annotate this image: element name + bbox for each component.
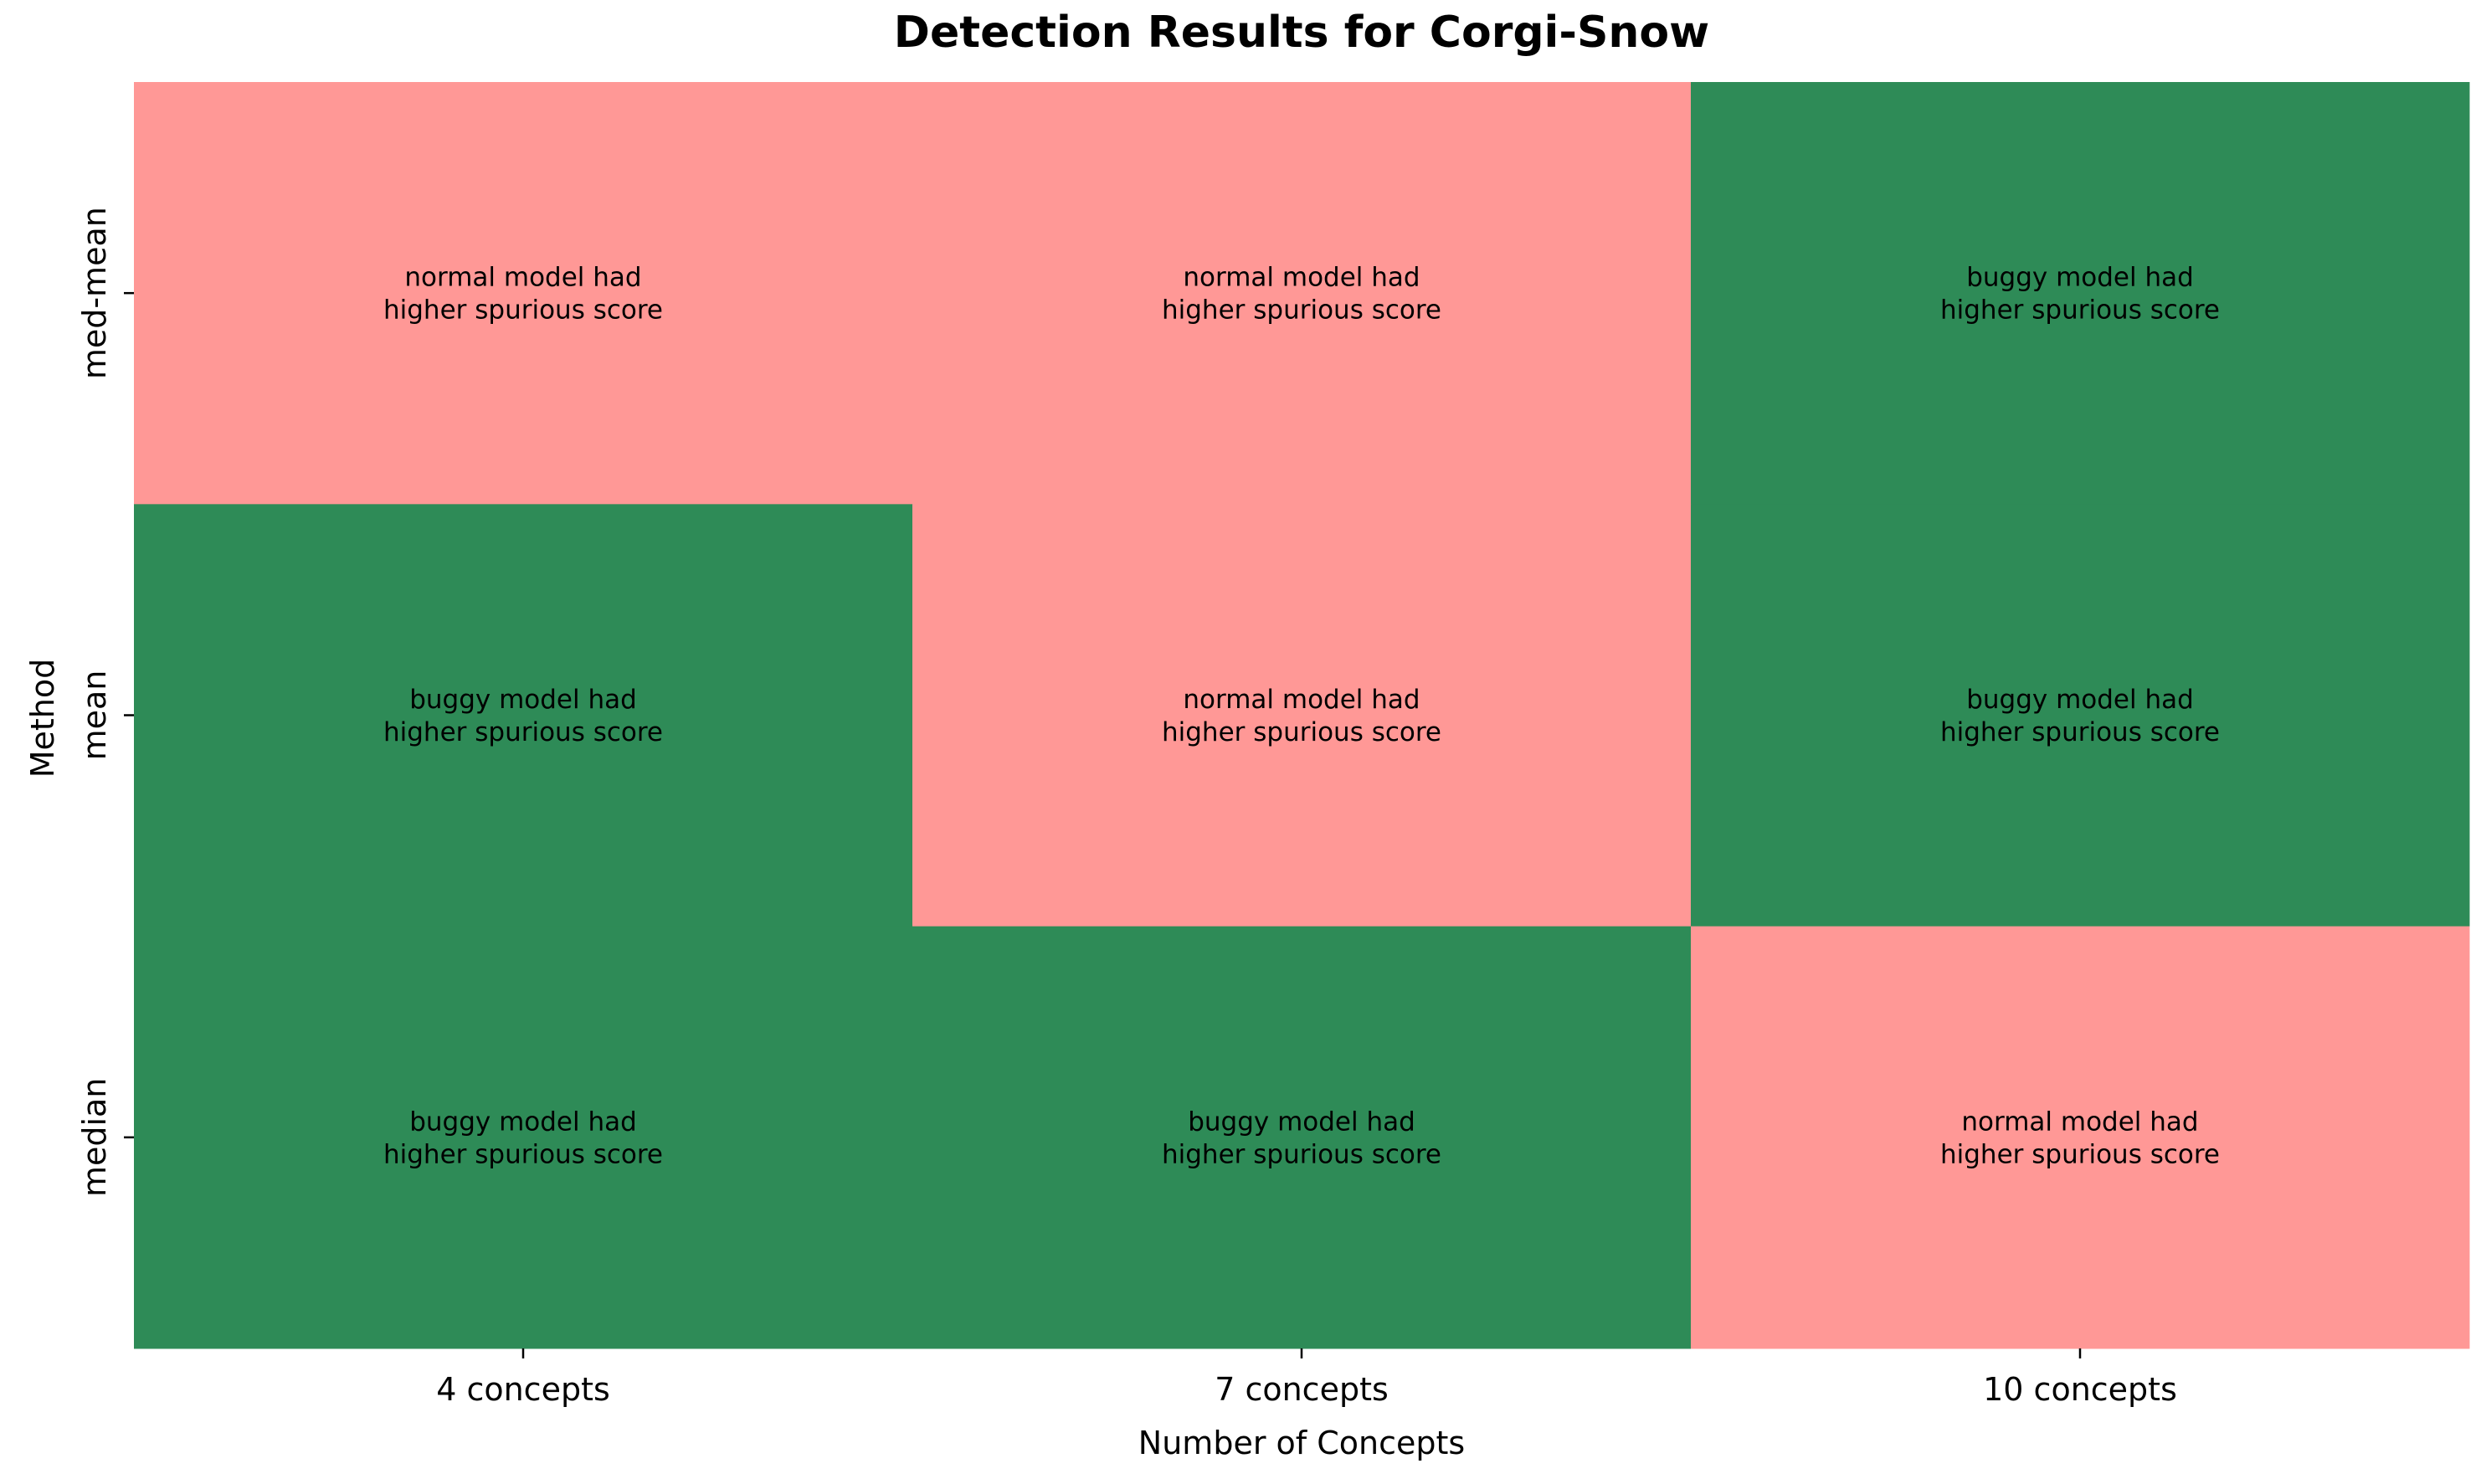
y-axis-label: Method: [24, 659, 61, 778]
x-tick-label: 7 concepts: [1215, 1371, 1389, 1408]
heatmap-cell-normal: [912, 82, 1692, 505]
x-axis-label: Number of Concepts: [1138, 1425, 1465, 1461]
cell-annotation: higher spurious score: [383, 1139, 663, 1169]
cell-annotation: higher spurious score: [1940, 1139, 2220, 1169]
heatmap-cell-buggy: [1691, 82, 2470, 505]
cell-annotation: normal model had: [1183, 263, 1420, 293]
cell-annotation: higher spurious score: [1162, 295, 1441, 326]
cell-annotation: higher spurious score: [1940, 295, 2220, 326]
heatmap-cell-normal: [912, 504, 1692, 927]
y-tick-label: median: [76, 1078, 113, 1197]
x-axis: 4 concepts 7 concepts 10 concepts: [436, 1348, 2177, 1408]
cell-annotation: normal model had: [1961, 1107, 2198, 1137]
cell-annotation: buggy model had: [1188, 1107, 1415, 1137]
y-tick-label: mean: [76, 670, 113, 761]
x-tick-label: 4 concepts: [436, 1371, 610, 1408]
heatmap-cell-normal: [1691, 926, 2470, 1349]
heatmap-cell-buggy: [134, 504, 913, 927]
cell-annotation: higher spurious score: [1162, 717, 1441, 747]
cell-annotation: buggy model had: [409, 1107, 637, 1137]
cell-annotation: buggy model had: [409, 685, 637, 715]
cell-annotation: buggy model had: [1966, 263, 2194, 293]
y-axis: med-mean mean median: [76, 207, 134, 1197]
heatmap-cell-buggy: [1691, 504, 2470, 927]
cell-annotation: higher spurious score: [1940, 717, 2220, 747]
heatmap-cells: [134, 82, 2470, 1349]
cell-annotation: normal model had: [1183, 685, 1420, 715]
chart-title: Detection Results for Corgi-Snow: [894, 8, 1709, 58]
heatmap-cell-normal: [134, 82, 913, 505]
cell-annotation: buggy model had: [1966, 685, 2194, 715]
cell-annotation: higher spurious score: [1162, 1139, 1441, 1169]
cell-annotation: higher spurious score: [383, 717, 663, 747]
y-tick-label: med-mean: [76, 207, 113, 379]
heatmap-cell-buggy: [134, 926, 913, 1349]
cell-annotation: normal model had: [404, 263, 641, 293]
x-tick-label: 10 concepts: [1983, 1371, 2177, 1408]
heatmap-cell-buggy: [912, 926, 1692, 1349]
cell-annotation: higher spurious score: [383, 295, 663, 326]
